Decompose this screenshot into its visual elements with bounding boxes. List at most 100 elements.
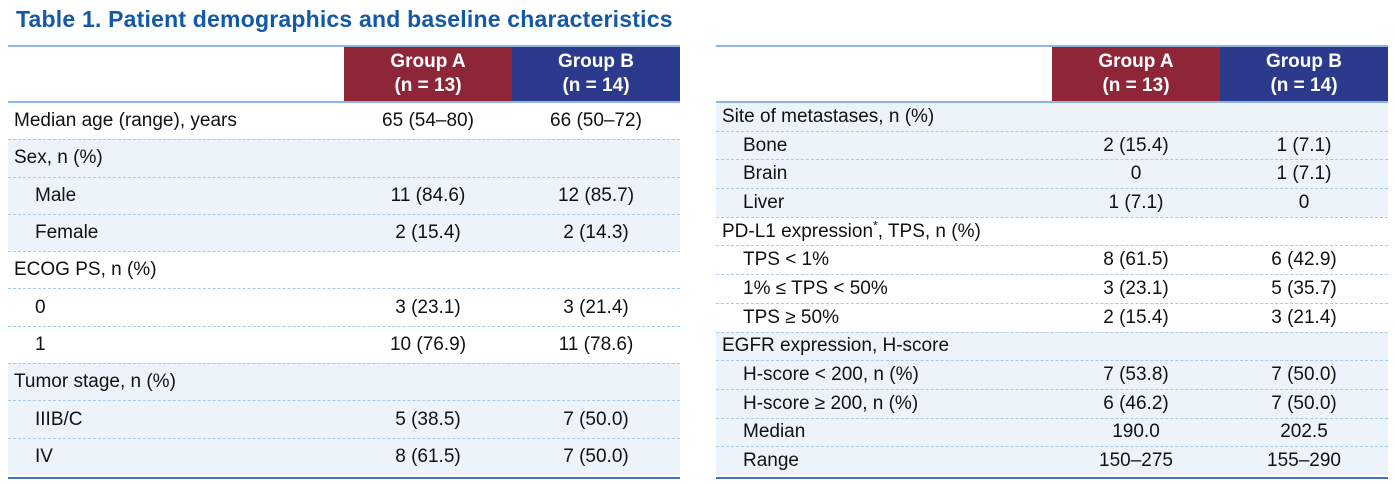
header-group-a: Group A (n = 13) [1052, 47, 1220, 101]
row-value-group-b: 12 (85.7) [557, 184, 635, 206]
table-section-row: Sex, n (%) [8, 139, 680, 177]
row-label: Site of metastases, n (%) [722, 105, 935, 127]
row-value-group-b: 7 (50.0) [563, 408, 629, 430]
row-value-group-b: 1 (7.1) [1276, 134, 1332, 156]
table-row: H-score < 200, n (%) 7 (53.8) 7 (50.0) [716, 360, 1388, 389]
group-b-count: (n = 14) [1270, 75, 1338, 96]
tables-container: Group A (n = 13) Group B (n = 14) Median… [8, 45, 1388, 479]
table-row: 0 3 (23.1) 3 (21.4) [8, 288, 680, 326]
row-value-group-a: 2 (15.4) [1103, 306, 1169, 328]
table-section-row: PD-L1 expression*, TPS, n (%) [716, 216, 1388, 246]
table-row: Range 150–275 155–290 [716, 446, 1388, 475]
row-label: PD-L1 expression*, TPS, n (%) [722, 218, 981, 242]
row-label: 1% ≤ TPS < 50% [743, 277, 888, 299]
row-value-group-a: 8 (61.5) [395, 445, 461, 467]
row-value-group-b: 6 (42.9) [1271, 249, 1337, 271]
table-title: Table 1. Patient demographics and baseli… [16, 6, 673, 32]
group-a-count: (n = 13) [394, 75, 462, 96]
table-body-right: Site of metastases, n (%) Bone 2 (15.4) 1 (… [716, 103, 1388, 475]
demographics-table-left: Group A (n = 13) Group B (n = 14) Median… [8, 45, 680, 479]
row-value-group-b: 202.5 [1280, 421, 1328, 443]
row-label: H-score ≥ 200, n (%) [743, 392, 919, 414]
header-empty-cell [716, 47, 1052, 101]
table-section-row: Median age (range), years 65 (54–80) 66 (5… [8, 103, 680, 140]
row-value-group-a: 5 (38.5) [395, 408, 461, 430]
row-value-group-a: 3 (23.1) [395, 296, 461, 318]
table-row: Brain 0 1 (7.1) [716, 159, 1388, 189]
row-value-group-b: 3 (21.4) [1271, 306, 1337, 328]
row-label: IIIB/C [35, 408, 83, 430]
row-label: Median [743, 421, 806, 443]
table-row: H-score ≥ 200, n (%) 6 (46.2) 7 (50.0) [716, 388, 1388, 418]
table-row: Median 190.0 202.5 [716, 417, 1388, 447]
row-label: ECOG PS, n (%) [14, 259, 157, 281]
row-label: Tumor stage, n (%) [14, 371, 176, 393]
row-label: TPS < 1% [743, 249, 830, 271]
row-value-group-a: 11 (84.6) [390, 184, 466, 206]
row-value-group-b: 3 (21.4) [563, 296, 629, 318]
table-section-row: EGFR expression, H-score [716, 331, 1388, 361]
row-value-group-b: 7 (50.0) [1271, 392, 1337, 414]
row-label: Female [35, 222, 99, 244]
header-group-b: Group B (n = 14) [512, 47, 680, 101]
row-label: 0 [35, 296, 46, 318]
row-value-group-b: 0 [1298, 191, 1310, 213]
row-label: TPS ≥ 50% [743, 306, 839, 328]
table-section-row: Tumor stage, n (%) [8, 363, 680, 401]
row-value-group-a: 150–275 [1099, 450, 1173, 472]
table-section-row: ECOG PS, n (%) [8, 251, 680, 289]
table-row: Liver 1 (7.1) 0 [716, 188, 1388, 217]
table-section-row: Site of metastases, n (%) [716, 103, 1388, 131]
row-value-group-b: 7 (50.0) [1271, 364, 1337, 386]
table-row: TPS < 1% 8 (61.5) 6 (42.9) [716, 245, 1388, 275]
row-value-group-a: 3 (23.1) [1103, 277, 1169, 299]
row-label: Liver [743, 191, 785, 213]
row-value-group-a: 0 [1130, 163, 1142, 185]
row-value-group-b: 66 (50–72) [550, 110, 642, 132]
table-header: Group A (n = 13) Group B (n = 14) [716, 45, 1388, 103]
group-a-label: Group A [1098, 51, 1174, 73]
row-value-group-a: 8 (61.5) [1103, 249, 1169, 271]
row-value-group-a: 65 (54–80) [382, 110, 474, 132]
row-label: EGFR expression, H-score [722, 335, 950, 357]
header-empty-cell [8, 47, 344, 101]
row-value-group-b: 2 (14.3) [563, 222, 629, 244]
row-value-group-b: 1 (7.1) [1276, 163, 1332, 185]
header-group-b: Group B (n = 14) [1220, 47, 1388, 101]
group-b-label: Group B [558, 51, 634, 73]
row-label: Sex, n (%) [14, 147, 103, 169]
table-header: Group A (n = 13) Group B (n = 14) [8, 45, 680, 103]
table-row: TPS ≥ 50% 2 (15.4) 3 (21.4) [716, 302, 1388, 332]
row-label: Median age (range), years [14, 110, 237, 132]
row-value-group-b: 11 (78.6) [558, 333, 634, 355]
table-row: IIIB/C 5 (38.5) 7 (50.0) [8, 400, 680, 438]
row-value-group-a: 10 (76.9) [389, 333, 467, 355]
row-value-group-a: 1 (7.1) [1108, 191, 1164, 213]
row-value-group-b: 155–290 [1267, 450, 1341, 472]
table-row: Male 11 (84.6) 12 (85.7) [8, 176, 680, 214]
table-body-left: Median age (range), years 65 (54–80) 66 (5… [8, 103, 680, 475]
row-label: 1 [35, 333, 46, 355]
table-row: Bone 2 (15.4) 1 (7.1) [716, 130, 1388, 160]
table-row: IV 8 (61.5) 7 (50.0) [8, 437, 680, 475]
table-row: Female 2 (15.4) 2 (14.3) [8, 213, 680, 252]
row-label: Brain [743, 163, 788, 185]
row-label: Bone [743, 134, 788, 156]
row-label: Male [35, 184, 77, 206]
group-b-count: (n = 14) [562, 75, 630, 96]
row-value-group-a: 6 (46.2) [1103, 392, 1169, 414]
row-value-group-b: 7 (50.0) [563, 445, 629, 467]
row-value-group-a: 2 (15.4) [395, 222, 461, 244]
row-label: IV [35, 445, 53, 467]
row-label: Range [743, 450, 799, 472]
group-a-count: (n = 13) [1102, 75, 1170, 96]
table-row: 1% ≤ TPS < 50% 3 (23.1) 5 (35.7) [716, 274, 1388, 303]
row-label: H-score < 200, n (%) [743, 364, 919, 386]
row-value-group-a: 190.0 [1112, 421, 1160, 443]
group-a-label: Group A [390, 51, 466, 73]
footnote-marker: * [873, 218, 878, 233]
row-value-group-a: 7 (53.8) [1103, 364, 1169, 386]
header-group-a: Group A (n = 13) [344, 47, 512, 101]
row-value-group-b: 5 (35.7) [1271, 277, 1337, 299]
